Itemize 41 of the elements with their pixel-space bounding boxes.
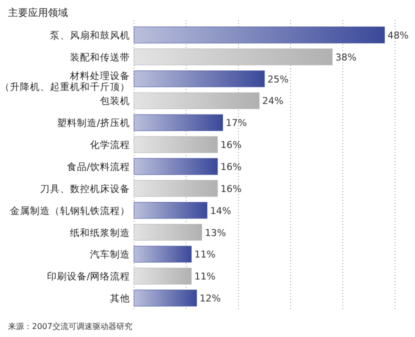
data-label: 14%: [210, 206, 232, 217]
bar: [134, 158, 218, 175]
y-tick-label: 刀具、数控机床设备: [40, 182, 130, 195]
bar: [134, 180, 218, 197]
y-tick-label: 包装机: [100, 95, 130, 108]
data-label: 24%: [262, 96, 284, 108]
y-tick-label: 泵、风扇和鼓风机: [50, 29, 130, 42]
bar: [134, 136, 218, 153]
bar: [134, 224, 202, 241]
source-note: 来源：2007交流可调速驱动器研究: [8, 322, 132, 331]
data-label: 13%: [204, 228, 226, 239]
y-tick-label: 装配和传送带: [70, 51, 130, 64]
bar: [134, 246, 192, 263]
data-label: 12%: [200, 294, 221, 305]
text: 主要应用领域: [8, 7, 68, 19]
data-label: 38%: [335, 52, 356, 64]
data-label: 16%: [220, 140, 242, 152]
data-label: 48%: [388, 30, 409, 42]
y-tick-label: 汽车制造: [90, 248, 130, 261]
data-label: 16%: [220, 162, 242, 173]
bar: [134, 114, 223, 131]
y-tick-label: 塑料制造/挤压机: [56, 117, 130, 130]
y-tick-label: 金属制造（轧钢轧铁流程）: [10, 204, 130, 217]
bar: [134, 26, 385, 44]
bar: [134, 268, 192, 284]
data-label: 16%: [220, 184, 242, 195]
data-label: 17%: [226, 118, 247, 130]
bar: [134, 70, 265, 88]
y-tick-label: 其他: [110, 292, 130, 305]
y-tick-label: 印刷设备/网络流程: [46, 270, 130, 283]
data-label: 25%: [268, 74, 289, 86]
bar: [134, 48, 333, 66]
bar: [134, 290, 197, 306]
data-label: 11%: [194, 272, 216, 283]
bar: [134, 92, 260, 110]
data-label: 11%: [194, 250, 216, 261]
y-tick-label: 纸和纸浆制造: [70, 226, 130, 239]
bar: [134, 202, 208, 219]
y-tick-label: 材料处理设备（升降机、起重机和千斤顶）: [0, 70, 130, 93]
y-tick-label: 化学流程: [90, 139, 130, 152]
y-tick-label: 食品/饮料流程: [66, 161, 130, 173]
